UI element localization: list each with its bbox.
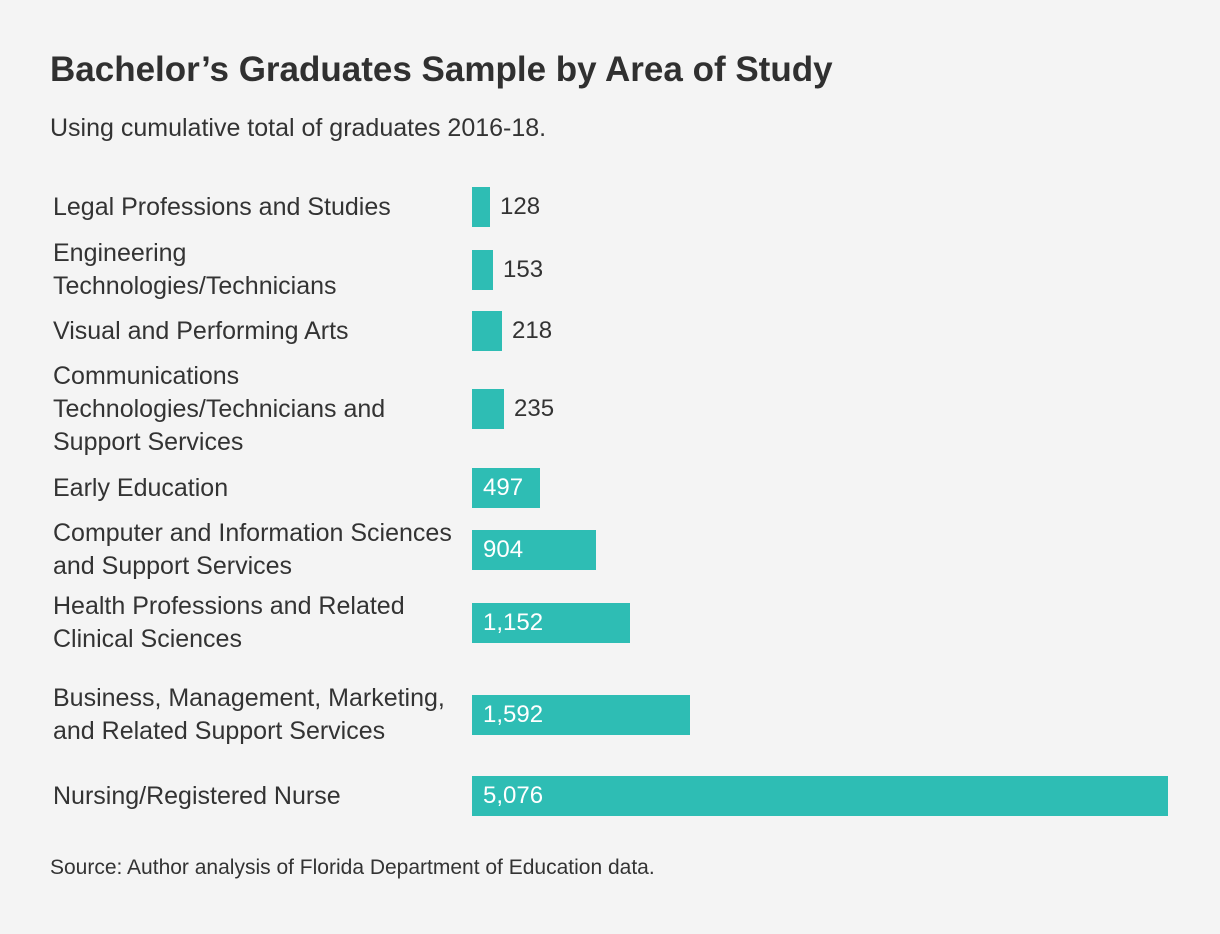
bar: [472, 250, 493, 290]
bar: [472, 603, 630, 643]
chart-source-note: Source: Author analysis of Florida Depar…: [50, 856, 655, 879]
bar: [472, 389, 504, 429]
bar: [472, 776, 1168, 816]
category-label: Legal Professions and Studies: [53, 193, 391, 221]
bar-value-label: 5,076: [483, 782, 544, 809]
chart-title: Bachelor’s Graduates Sample by Area of S…: [50, 50, 833, 89]
bar: [472, 468, 540, 508]
bar-value-label: 1,592: [483, 701, 544, 728]
bar-value-label: 497: [483, 474, 524, 501]
category-label: Nursing/Registered Nurse: [53, 782, 341, 810]
category-label: Health Professions and Related Clinical …: [53, 592, 405, 653]
bar-value-label: 218: [512, 317, 553, 344]
bar: [472, 695, 690, 735]
bar-value-label: 235: [514, 395, 555, 422]
category-label: Business, Management, Marketing, and Rel…: [53, 684, 445, 745]
category-label: Computer and Information Sciences and Su…: [53, 519, 452, 580]
bar-value-label: 128: [500, 193, 541, 220]
category-label: Communications Technologies/Technicians …: [53, 362, 386, 456]
bar-value-label: 904: [483, 536, 524, 563]
bar: [472, 187, 490, 227]
category-label: Early Education: [53, 474, 229, 502]
bar: [472, 311, 502, 351]
bar-value-label: 153: [503, 256, 544, 283]
bar: [472, 530, 596, 570]
chart-subtitle: Using cumulative total of graduates 2016…: [50, 114, 547, 142]
bar-value-label: 1,152: [483, 609, 544, 636]
category-label: Engineering Technologies/Technicians: [53, 239, 337, 300]
category-label: Visual and Performing Arts: [53, 317, 349, 345]
